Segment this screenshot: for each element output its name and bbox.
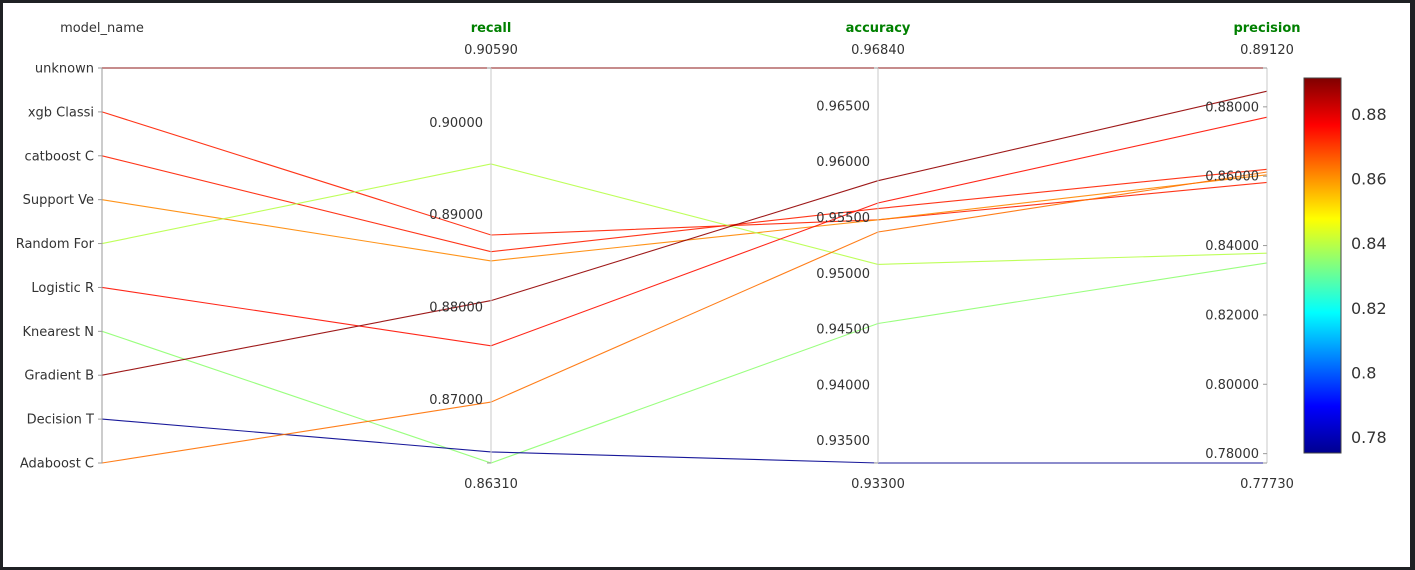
axis-tick-label: 0.88000: [429, 301, 483, 316]
axis-tick-label: 0.96000: [816, 155, 870, 170]
category-label: unknown: [35, 62, 94, 77]
axis-tick-label: 0.78000: [1205, 447, 1259, 462]
line-logistic-r: [101, 116, 1268, 347]
axis-tick-label: 0.80000: [1205, 378, 1259, 393]
axis-tick-label: 0.94500: [816, 323, 870, 338]
colorbar-tick-label: 0.84: [1351, 234, 1387, 253]
axis-tick-label: 0.86000: [1205, 170, 1259, 185]
axis-max-label-recall: 0.90590: [464, 43, 518, 58]
colorbar-tick-label: 0.78: [1351, 428, 1387, 447]
axis-tick-label: 0.87000: [429, 393, 483, 408]
axis-tick-label: 0.90000: [429, 116, 483, 131]
axis-title-recall: recall: [471, 21, 512, 36]
line-support-ve: [101, 174, 1268, 262]
category-label: Logistic R: [31, 281, 94, 296]
axis-min-label-recall: 0.86310: [464, 477, 518, 492]
axis-tick-label: 0.82000: [1205, 308, 1259, 323]
category-label: Knearest N: [22, 325, 94, 340]
colorbar-tick-label: 0.88: [1351, 105, 1387, 124]
axis-title-model-name: model_name: [60, 21, 144, 36]
axis-tick-label: 0.95500: [816, 211, 870, 226]
category-label: Adaboost C: [20, 457, 94, 472]
axis-min-label-precision: 0.77730: [1240, 477, 1294, 492]
category-label: xgb Classi: [28, 105, 94, 120]
category-label: Decision T: [27, 413, 94, 428]
axis-tick-label: 0.96500: [816, 99, 870, 114]
axis-tick-label: 0.89000: [429, 208, 483, 223]
category-label: Gradient B: [24, 369, 94, 384]
line-knearest-n: [101, 262, 1268, 464]
axis-tick-label: 0.94000: [816, 378, 870, 393]
category-label: Random For: [16, 237, 95, 252]
axis-title-accuracy: accuracy: [846, 21, 911, 36]
line-gradient-b: [101, 90, 1268, 376]
axis-title-precision: precision: [1233, 21, 1300, 36]
colorbar-tick-label: 0.86: [1351, 170, 1387, 189]
line-catboost-c: [101, 155, 1268, 253]
colorbar: [1303, 77, 1342, 454]
line-adaboost-c: [101, 171, 1268, 464]
axis-max-label-accuracy: 0.96840: [851, 43, 905, 58]
category-label: catboost C: [25, 149, 94, 164]
axis-min-label-accuracy: 0.93300: [851, 477, 905, 492]
line-xgb-classi: [101, 111, 1268, 236]
category-label: Support Ve: [23, 193, 94, 208]
axis-max-label-precision: 0.89120: [1240, 43, 1294, 58]
axis-tick-label: 0.84000: [1205, 239, 1259, 254]
colorbar-tick-label: 0.82: [1351, 299, 1387, 318]
axis-tick-label: 0.93500: [816, 434, 870, 449]
axis-tick-label: 0.88000: [1205, 100, 1259, 115]
line-random-for: [101, 163, 1268, 265]
line-decision-t: [101, 418, 1267, 464]
axis-tick-label: 0.95000: [816, 267, 870, 282]
colorbar-tick-label: 0.8: [1351, 363, 1376, 382]
